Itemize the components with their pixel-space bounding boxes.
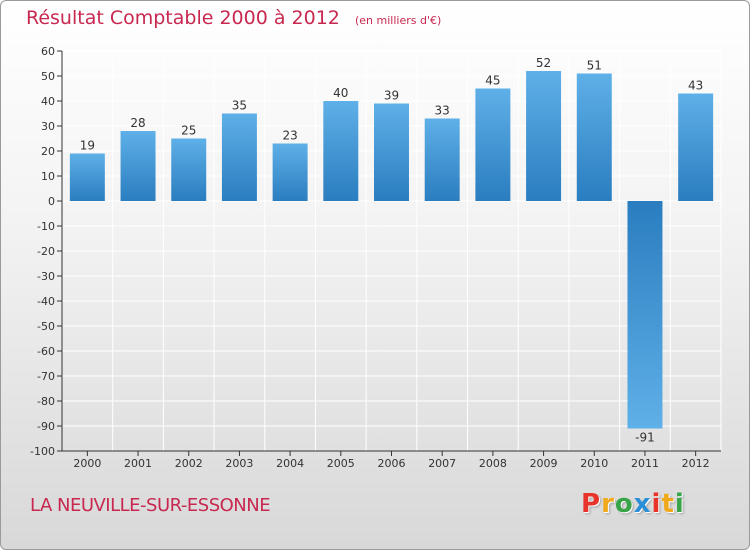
data-label-2006: 39 — [384, 89, 399, 103]
y-tick-label: -90 — [37, 420, 55, 433]
bar-2007 — [424, 118, 460, 201]
logo-letter: i — [651, 489, 662, 519]
bar-2000 — [69, 153, 105, 201]
x-tick-label: 2000 — [73, 457, 101, 470]
x-tick-label: 2009 — [530, 457, 558, 470]
data-label-2005: 40 — [333, 86, 348, 100]
data-label-2002: 25 — [181, 124, 196, 138]
data-label-2004: 23 — [282, 129, 297, 143]
proxiti-logo[interactable]: Proxiti — [581, 489, 685, 519]
x-tick-label: 2004 — [276, 457, 304, 470]
x-tick-label: 2012 — [682, 457, 710, 470]
y-tick-label: -40 — [37, 295, 55, 308]
y-tick-label: -70 — [37, 370, 55, 383]
bar-2003 — [221, 113, 257, 201]
y-tick-label: -20 — [37, 245, 55, 258]
x-tick-label: 2003 — [225, 457, 253, 470]
logo-letter: t — [661, 489, 675, 519]
x-tick-label: 2006 — [378, 457, 406, 470]
y-tick-label: 50 — [41, 70, 55, 83]
bar-2008 — [475, 88, 511, 201]
data-label-2009: 52 — [536, 56, 551, 70]
x-tick-label: 2002 — [175, 457, 203, 470]
y-tick-label: -10 — [37, 220, 55, 233]
x-tick-label: 2008 — [479, 457, 507, 470]
y-tick-label: -100 — [30, 445, 55, 458]
chart-title: Résultat Comptable 2000 à 2012 — [26, 7, 340, 29]
y-tick-label: 40 — [41, 95, 55, 108]
data-label-2011: -91 — [635, 431, 655, 445]
y-tick-label: -30 — [37, 270, 55, 283]
logo-letter: i — [674, 489, 685, 519]
data-label-2003: 35 — [232, 99, 247, 113]
logo-letter: x — [633, 489, 652, 519]
y-tick-label: 10 — [41, 170, 55, 183]
bar-2002 — [171, 138, 207, 201]
data-label-2012: 43 — [688, 79, 703, 93]
data-label-2007: 33 — [435, 104, 450, 118]
bar-2004 — [272, 143, 308, 201]
title-row: Résultat Comptable 2000 à 2012 (en milli… — [26, 7, 441, 29]
y-tick-label: -60 — [37, 345, 55, 358]
logo-letter: r — [601, 489, 615, 519]
logo-letter: o — [614, 489, 634, 519]
data-label-2000: 19 — [80, 139, 95, 153]
x-tick-label: 2005 — [327, 457, 355, 470]
x-tick-label: 2011 — [631, 457, 659, 470]
bar-2006 — [374, 103, 409, 201]
chart-subtitle: (en milliers d'€) — [354, 14, 442, 27]
x-tick-label: 2007 — [428, 457, 456, 470]
bar-2011 — [627, 201, 663, 429]
commune-name: LA NEUVILLE-SUR-ESSONNE — [30, 495, 271, 516]
logo-letter: P — [581, 489, 602, 519]
x-tick-label: 2001 — [124, 457, 152, 470]
data-label-2008: 45 — [485, 74, 500, 88]
data-label-2010: 51 — [587, 59, 602, 73]
y-tick-label: -50 — [37, 320, 55, 333]
y-tick-label: 0 — [48, 195, 55, 208]
bar-2001 — [120, 131, 156, 201]
y-tick-label: 20 — [41, 145, 55, 158]
y-tick-label: 30 — [41, 120, 55, 133]
x-tick-label: 2010 — [580, 457, 608, 470]
bar-2012 — [678, 93, 714, 201]
bar-2009 — [526, 71, 562, 201]
bar-2010 — [576, 73, 612, 201]
y-tick-label: -80 — [37, 395, 55, 408]
y-tick-label: 60 — [41, 45, 55, 58]
bar-2005 — [323, 101, 359, 201]
data-label-2001: 28 — [130, 116, 145, 130]
